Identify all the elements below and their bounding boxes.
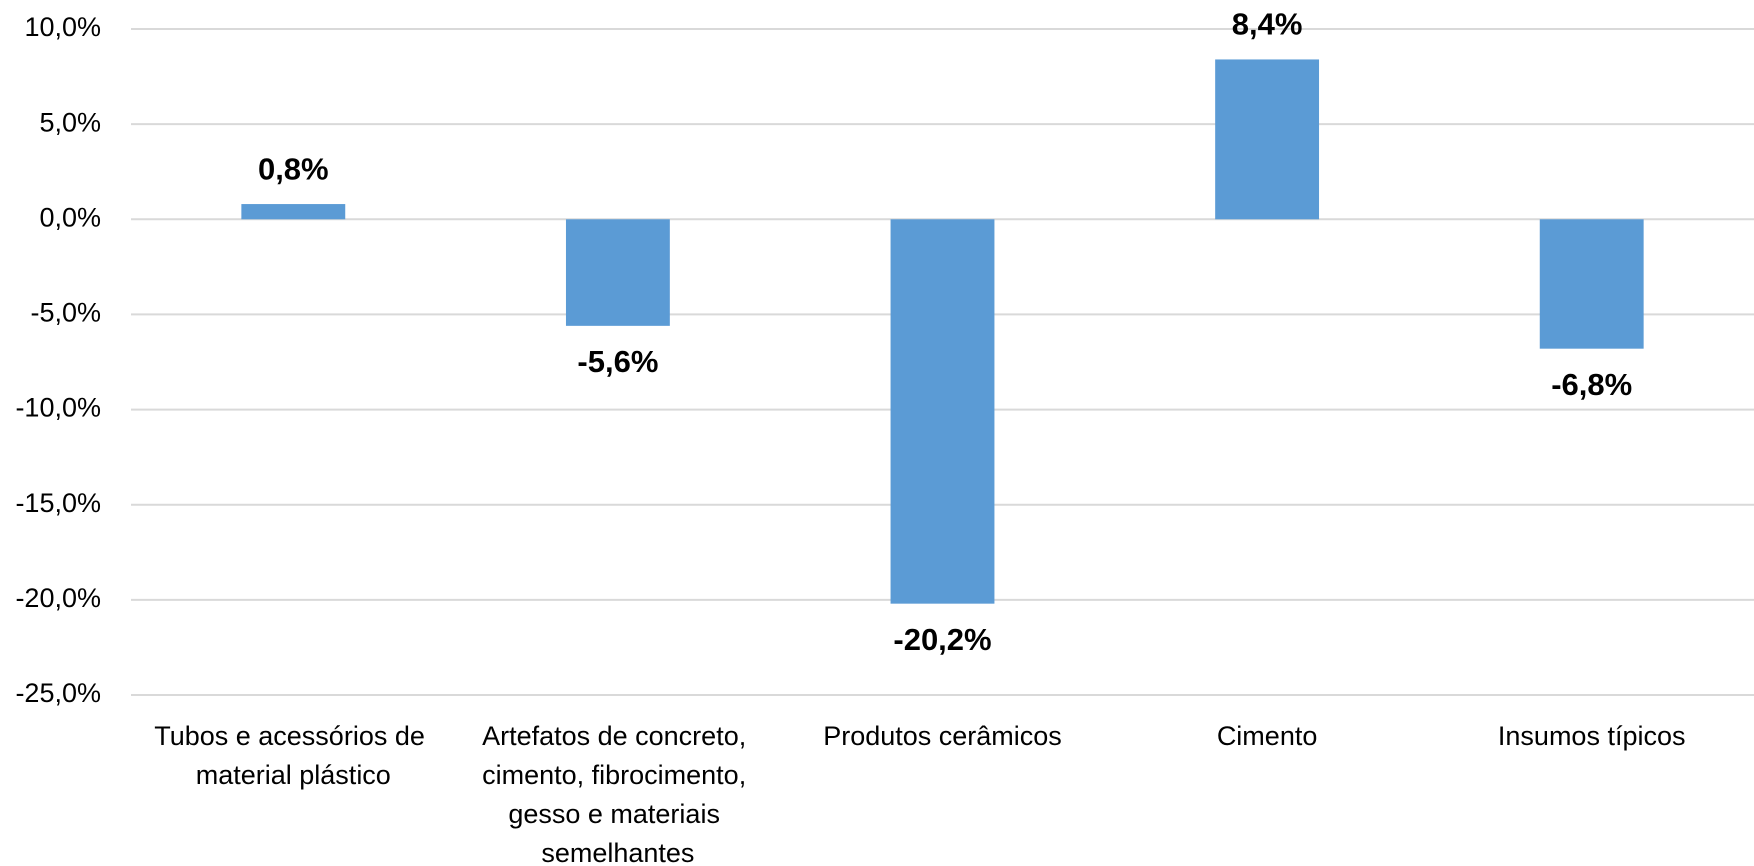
y-tick-label: -25,0% bbox=[15, 678, 101, 708]
value-label: 0,8% bbox=[258, 151, 329, 186]
x-tick-label: Produtos cerâmicos bbox=[823, 721, 1062, 751]
value-label: -5,6% bbox=[577, 344, 658, 379]
y-tick-label: -20,0% bbox=[15, 583, 101, 613]
bar bbox=[1215, 59, 1320, 220]
value-label: -20,2% bbox=[893, 622, 991, 657]
bar bbox=[565, 219, 670, 326]
y-tick-label: 0,0% bbox=[39, 202, 101, 232]
bar bbox=[1539, 219, 1644, 349]
y-tick-label: -15,0% bbox=[15, 488, 101, 518]
bar bbox=[890, 219, 995, 604]
y-tick-label: -10,0% bbox=[15, 393, 101, 423]
y-tick-label: 5,0% bbox=[39, 107, 101, 137]
x-tick-label: Artefatos de concreto, cimento, fibrocim… bbox=[482, 721, 754, 866]
y-tick-label: 10,0% bbox=[24, 12, 101, 42]
y-tick-label: -5,0% bbox=[30, 298, 101, 328]
value-label: 8,4% bbox=[1232, 7, 1303, 42]
x-tick-label: Cimento bbox=[1217, 721, 1318, 751]
x-tick-label: Insumos típicos bbox=[1498, 721, 1686, 751]
bar bbox=[241, 204, 346, 220]
value-label: -6,8% bbox=[1551, 367, 1632, 402]
x-tick-label: Tubos e acessórios de material plástico bbox=[154, 721, 432, 790]
